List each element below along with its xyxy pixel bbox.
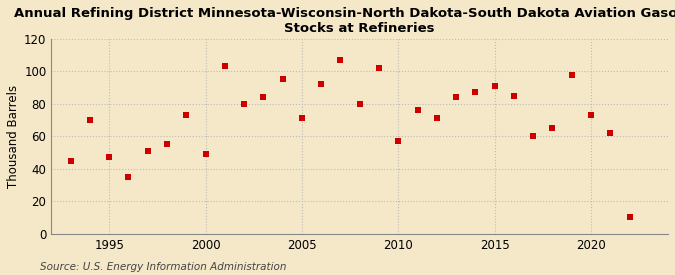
Title: Annual Refining District Minnesota-Wisconsin-North Dakota-South Dakota Aviation : Annual Refining District Minnesota-Wisco…	[14, 7, 675, 35]
Point	[161, 142, 172, 147]
Point	[84, 118, 95, 122]
Point	[200, 152, 211, 156]
Point	[296, 116, 307, 121]
Point	[181, 113, 192, 117]
Point	[393, 139, 404, 143]
Point	[470, 90, 481, 95]
Point	[528, 134, 539, 139]
Point	[547, 126, 558, 130]
Point	[431, 116, 442, 121]
Point	[451, 95, 462, 100]
Point	[335, 58, 346, 62]
Point	[605, 131, 616, 135]
Point	[586, 113, 597, 117]
Point	[258, 95, 269, 100]
Point	[566, 72, 577, 77]
Point	[624, 215, 635, 220]
Point	[65, 158, 76, 163]
Point	[239, 102, 250, 106]
Point	[123, 175, 134, 179]
Y-axis label: Thousand Barrels: Thousand Barrels	[7, 85, 20, 188]
Point	[277, 77, 288, 82]
Point	[373, 66, 384, 70]
Point	[219, 64, 230, 69]
Text: Source: U.S. Energy Information Administration: Source: U.S. Energy Information Administ…	[40, 262, 287, 272]
Point	[316, 82, 327, 87]
Point	[104, 155, 115, 160]
Point	[142, 149, 153, 153]
Point	[489, 84, 500, 88]
Point	[508, 94, 519, 98]
Point	[354, 102, 365, 106]
Point	[412, 108, 423, 112]
